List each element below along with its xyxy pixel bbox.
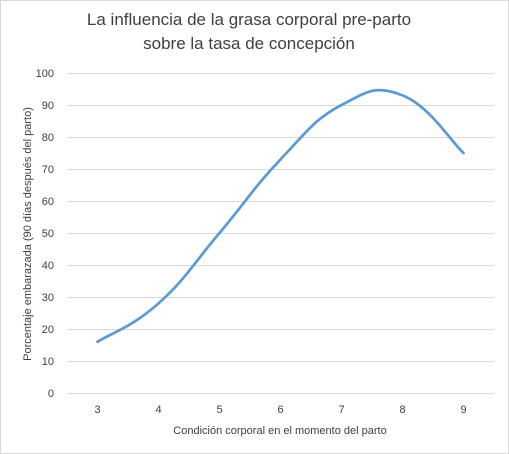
x-tick-label: 9 — [460, 404, 466, 416]
x-tick-label: 3 — [94, 404, 100, 416]
y-tick-label: 10 — [42, 356, 54, 368]
y-tick-label: 60 — [42, 196, 54, 208]
y-tick-label: 90 — [42, 100, 54, 112]
series-line-0 — [96, 88, 465, 344]
y-tick-label: 20 — [42, 324, 54, 336]
x-axis-title: Condición corporal en el momento del par… — [173, 425, 386, 437]
y-axis-ticks: 0 10 20 30 40 50 60 70 80 90 100 — [36, 68, 54, 400]
y-tick-label: 40 — [42, 260, 54, 272]
chart-title-line-1: La influencia de la grasa corporal pre-p… — [87, 10, 411, 29]
x-axis-ticks: 3 4 5 6 7 8 9 — [94, 404, 466, 416]
x-tick-label: 7 — [338, 404, 344, 416]
gridlines — [67, 73, 494, 394]
x-tick-label: 6 — [277, 404, 283, 416]
x-tick-label: 4 — [155, 404, 161, 416]
y-tick-label: 100 — [36, 68, 54, 80]
y-tick-label: 30 — [42, 292, 54, 304]
y-tick-label: 0 — [48, 388, 54, 400]
chart-title-line-2: sobre la tasa de concepción — [143, 34, 355, 53]
x-tick-label: 5 — [216, 404, 222, 416]
y-tick-label: 70 — [42, 164, 54, 176]
series-layer — [96, 88, 465, 344]
y-tick-label: 80 — [42, 132, 54, 144]
x-tick-label: 8 — [399, 404, 405, 416]
y-tick-label: 50 — [42, 228, 54, 240]
y-axis-title: Porcentaje embarazada (90 días después d… — [22, 107, 34, 361]
